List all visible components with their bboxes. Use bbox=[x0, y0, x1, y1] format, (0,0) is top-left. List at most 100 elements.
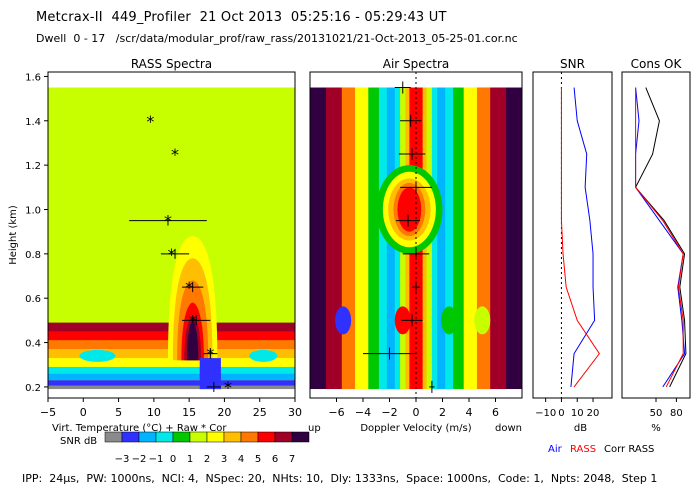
air-x-label: Doppler Velocity (m/s) bbox=[360, 423, 471, 434]
air-lower-ring-2 bbox=[441, 306, 458, 335]
height-tick-label: 1.2 bbox=[25, 161, 41, 172]
cons-x-tick-label: 80 bbox=[670, 408, 683, 419]
height-tick-label: 0.4 bbox=[25, 339, 41, 350]
cons-title: Cons OK bbox=[631, 57, 683, 71]
colorbar-cell-7 bbox=[223, 431, 242, 443]
rass-dip-left bbox=[79, 349, 116, 362]
colorbar-tick-label: 2 bbox=[204, 454, 210, 465]
rass-cor-point-4: * bbox=[185, 278, 193, 297]
colorbar-tick-label: −1 bbox=[149, 454, 164, 465]
colorbar-label: SNR dB bbox=[60, 436, 97, 447]
colorbar-tick-label: 4 bbox=[238, 454, 244, 465]
colorbar-cell-5 bbox=[189, 431, 208, 443]
rass-x-tick-label: 10 bbox=[147, 406, 161, 419]
air-x-tick-label: 0 bbox=[413, 406, 420, 419]
air-x-tick-label: 6 bbox=[492, 406, 499, 419]
colorbar-cell-9 bbox=[257, 431, 276, 443]
height-tick-label: 1.0 bbox=[25, 205, 41, 216]
rass-pillar bbox=[199, 358, 221, 390]
height-tick-label: 0.6 bbox=[25, 294, 41, 305]
rass-x-tick-label: 25 bbox=[253, 406, 267, 419]
colorbar-tick-label: −2 bbox=[132, 454, 147, 465]
air-x-right-label: down bbox=[495, 423, 522, 434]
rass-x-label: Virt. Temperature (°C) + Raw * Cor bbox=[52, 423, 227, 434]
rass-cor-point-3: * bbox=[168, 245, 176, 264]
rass-x-tick-label: 30 bbox=[288, 406, 302, 419]
rass-frame bbox=[47, 71, 296, 399]
air-x-tick-label: −6 bbox=[328, 406, 344, 419]
colorbar-tick-label: 7 bbox=[289, 454, 295, 465]
height-axis-label: Height (km) bbox=[8, 205, 19, 265]
air-lower-ring-0 bbox=[335, 306, 352, 335]
colorbar-cell-8 bbox=[240, 431, 259, 443]
dwell-info: Dwell 0 - 17 /scr/data/modular_prof/raw_… bbox=[36, 32, 518, 45]
rass-band bbox=[48, 380, 295, 386]
snr-line-air bbox=[570, 87, 596, 387]
snr-title: SNR bbox=[560, 57, 585, 71]
air-title: Air Spectra bbox=[383, 57, 450, 71]
colorbar-cell-1 bbox=[121, 431, 140, 443]
colorbar-cell-10 bbox=[274, 431, 293, 443]
colorbar-cell-3 bbox=[155, 431, 174, 443]
cons-line-rass bbox=[635, 87, 684, 388]
rass-title: RASS Spectra bbox=[131, 57, 212, 71]
rass-cor-point-2: * bbox=[164, 212, 172, 231]
legend-rass: RASS bbox=[570, 444, 596, 455]
snr-x-tick-label: −10 bbox=[535, 408, 556, 419]
colorbar-cell-11 bbox=[291, 431, 310, 443]
colorbar-tick-label: −3 bbox=[115, 454, 130, 465]
colorbar-cell-4 bbox=[172, 431, 191, 443]
snr-x-tick-label: 0 bbox=[558, 408, 564, 419]
rass-band bbox=[48, 358, 295, 367]
rass-x-tick-label: 5 bbox=[115, 406, 122, 419]
rass-plume-level-5 bbox=[187, 320, 199, 361]
rass-x-tick-label: 0 bbox=[80, 406, 87, 419]
rass-cor-point-5: * bbox=[189, 311, 197, 330]
cons-x-label: % bbox=[651, 423, 661, 434]
cons-line-corr-rass bbox=[635, 87, 687, 388]
rass-cor-point-0: * bbox=[146, 112, 154, 131]
height-tick-label: 1.4 bbox=[25, 117, 41, 128]
air-lower-ring-3 bbox=[474, 306, 491, 335]
rass-x-tick-label: −5 bbox=[40, 406, 56, 419]
rass-bottom-blank bbox=[48, 389, 295, 398]
rass-cor-point-1: * bbox=[171, 145, 179, 164]
air-x-tick-label: −2 bbox=[381, 406, 397, 419]
colorbar-cell-0 bbox=[104, 431, 123, 443]
air-x-tick-label: −4 bbox=[355, 406, 371, 419]
rass-dip-right bbox=[249, 349, 278, 362]
legend-air: Air bbox=[548, 444, 563, 455]
snr-x-tick-label: 20 bbox=[587, 408, 600, 419]
snr-x-tick-label: 10 bbox=[571, 408, 584, 419]
colorbar-cell-6 bbox=[206, 431, 225, 443]
cons-frame bbox=[621, 71, 691, 399]
rass-heatmap bbox=[48, 87, 295, 398]
colorbar-tick-label: 3 bbox=[221, 454, 227, 465]
air-x-tick-label: 2 bbox=[439, 406, 446, 419]
air-x-tick-label: 4 bbox=[466, 406, 473, 419]
air-peak-blob-4 bbox=[397, 187, 422, 232]
legend-corr-rass: Corr RASS bbox=[604, 444, 654, 455]
snr-line-rass bbox=[560, 87, 600, 388]
air-x-left-label: up bbox=[308, 423, 321, 434]
snr-frame bbox=[532, 71, 613, 399]
colorbar-tick-label: 0 bbox=[170, 454, 176, 465]
rass-x-tick-label: 15 bbox=[182, 406, 196, 419]
snr-x-label: dB bbox=[574, 423, 587, 434]
colorbar-tick-label: 6 bbox=[272, 454, 278, 465]
rass-cor-point-6: * bbox=[206, 345, 214, 364]
height-tick-label: 1.6 bbox=[25, 72, 41, 83]
colorbar-tick-label: 1 bbox=[187, 454, 193, 465]
height-tick-label: 0.8 bbox=[25, 250, 41, 261]
rass-band bbox=[48, 373, 295, 381]
chart-title: Metcrax-II 449_Profiler 21 Oct 2013 05:2… bbox=[36, 10, 447, 25]
rass-cor-point-7: * bbox=[224, 378, 232, 397]
rass-band bbox=[48, 366, 295, 374]
height-tick-label: 0.2 bbox=[25, 383, 41, 394]
radar-parameters: IPP: 24µs, PW: 1000ns, NCI: 4, NSpec: 20… bbox=[22, 472, 658, 485]
rass-band bbox=[48, 385, 295, 390]
colorbar-cell-2 bbox=[138, 431, 157, 443]
rass-x-tick-label: 20 bbox=[217, 406, 231, 419]
colorbar-tick-label: 5 bbox=[255, 454, 261, 465]
